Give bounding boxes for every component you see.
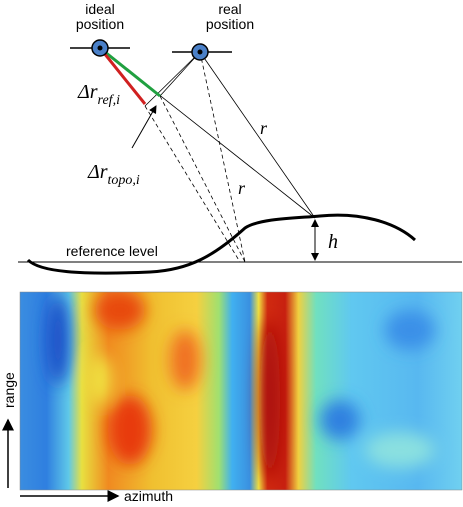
symbol: Δr (77, 81, 98, 103)
delta-r-ref: Δrref,i (77, 81, 120, 108)
delta-r-topo: Δrtopo,i (87, 161, 140, 188)
satellites (91, 39, 209, 61)
geometry (1, 46, 462, 502)
azimuth-label: azimuth (124, 488, 173, 504)
real-label: real (218, 1, 241, 17)
colormap-frame (19, 291, 463, 491)
range-label: range (1, 372, 17, 408)
subscript: topo,i (108, 173, 140, 188)
ideal-label: ideal (85, 1, 115, 17)
ideal-label: position (76, 16, 124, 32)
reference-level-label: reference level (66, 243, 158, 259)
colormap (20, 292, 462, 490)
r-label: r (260, 118, 268, 138)
symbol: Δr (87, 161, 108, 183)
h-label: h (328, 231, 338, 253)
real-label: position (206, 16, 254, 32)
r-label: r (238, 178, 246, 198)
subscript: ref,i (98, 93, 121, 108)
